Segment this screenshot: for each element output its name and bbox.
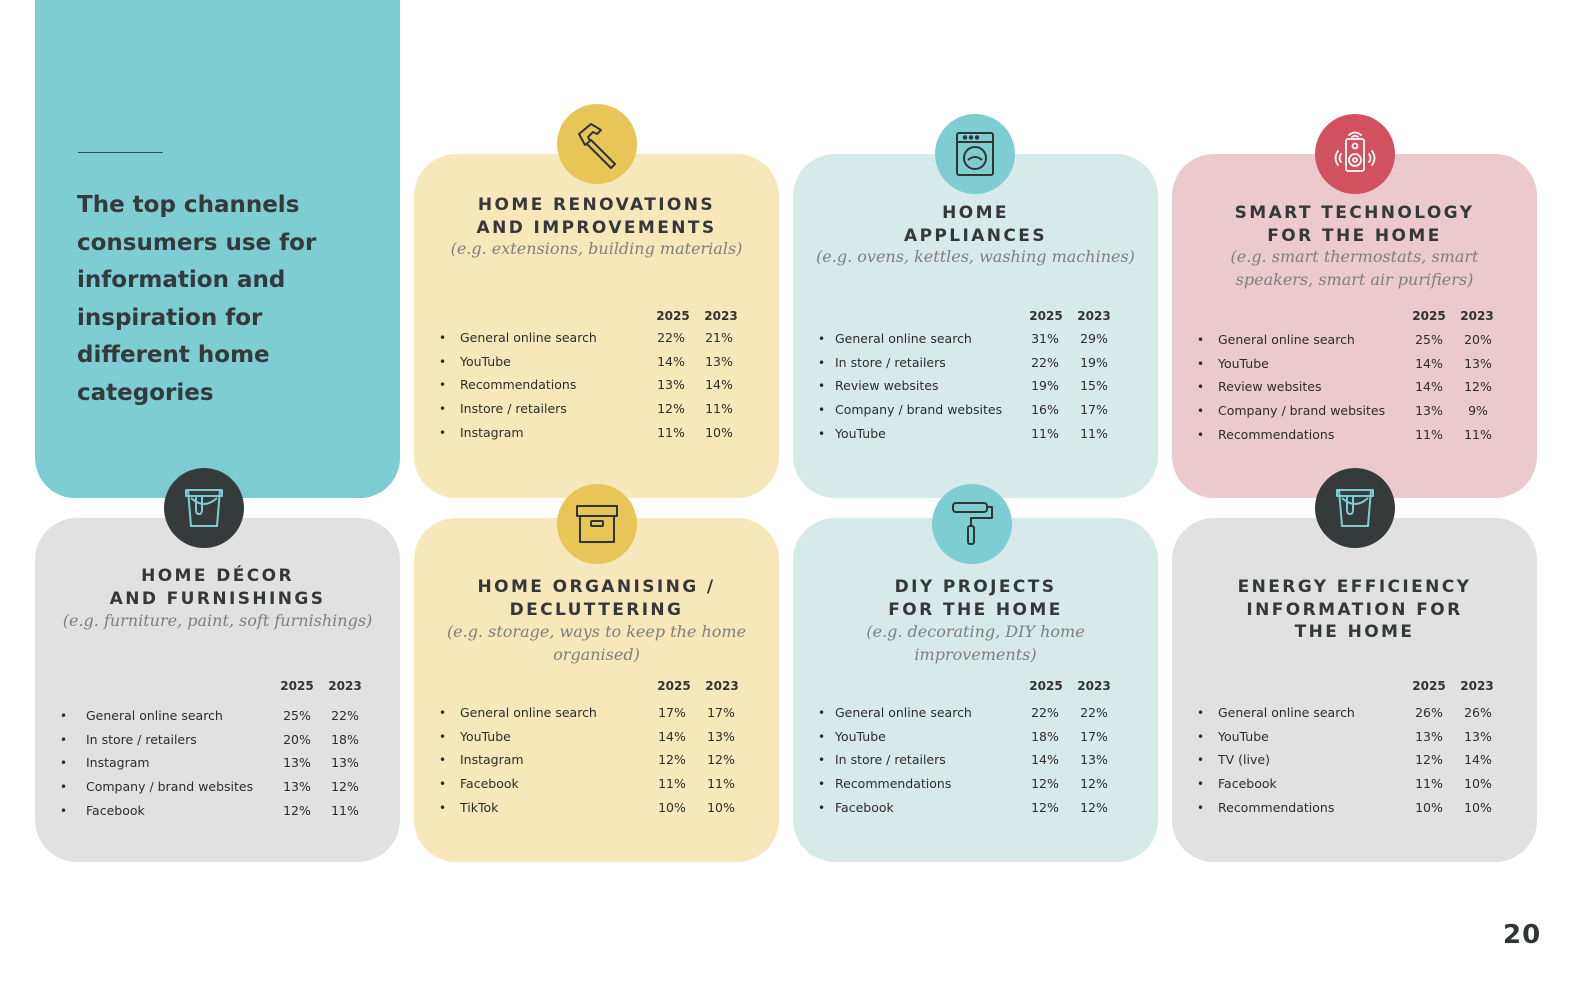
list-item: • General online search 17% 17% [439,705,735,720]
list-item: • YouTube 11% 11% [818,425,1108,441]
list-item: • Facebook 11% 11% [439,776,735,792]
paint-roller-icon [932,484,1012,564]
list-item: • Facebook 11% 10% [1197,776,1492,792]
year-2025-header: 2025 [656,309,690,323]
list-item: • Company / brand websites 16% 17% [818,402,1108,418]
year-2025-header: 2025 [280,679,314,693]
channel-list: • General online search 22% 21% • YouTube 14%… [414,328,779,446]
storage-box-icon [557,484,637,564]
year-2025-header: 2025 [1412,309,1446,323]
intro-heading: The top channels consumers use for infor… [77,192,317,406]
year-2025-header: 2025 [1029,309,1063,323]
list-item: • In store / retailers 14% 13% [818,752,1108,768]
channel-list: • General online search 25% 22% • In store /… [35,706,400,824]
year-2023-header: 2023 [1460,309,1494,323]
channel-list: • General online search 25% 20% • YouTube 14%… [1172,330,1537,448]
list-item: • Company / brand websites 13% 12% [60,779,359,795]
list-item: • Recommendations 11% 11% [1197,426,1492,442]
channel-list: • General online search 31% 29% • In store /… [793,329,1158,447]
list-item: • Instagram 12% 12% [439,752,735,768]
list-item: • YouTube 18% 17% [818,728,1108,744]
card-smart-technology: SMART TECHNOLOGY FOR THE HOME (e.g. smar… [1172,154,1537,498]
list-item: • YouTube 13% 13% [1197,728,1492,744]
card-energy-efficiency: ENERGY EFFICIENCY INFORMATION FOR THE HO… [1172,518,1537,862]
list-item: • Facebook 12% 11% [60,802,359,818]
list-item: • Review websites 19% 15% [818,378,1108,394]
list-item: • In store / retailers 20% 18% [60,731,359,747]
card-title: HOME RENOVATIONS AND IMPROVEMENTS [476,195,717,238]
list-item: • Instagram 11% 10% [439,424,733,440]
list-item: • Review websites 14% 12% [1197,379,1492,395]
year-2025-header: 2025 [1029,679,1063,693]
channel-list: • General online search 17% 17% • YouTube 14%… [414,703,779,821]
paint-bucket-icon [164,468,244,548]
smart-speaker-icon [1315,114,1395,194]
list-item: • YouTube 14% 13% [1197,355,1492,371]
list-item: • In store / retailers 22% 19% [818,354,1108,370]
card-home-decor: HOME DÉCOR AND FURNISHINGS (e.g. furnitu… [35,518,400,862]
list-item: • YouTube 14% 13% [439,353,733,369]
list-item: • General online search 22% 21% [439,330,733,345]
card-subtitle: (e.g. decorating, DIY home improvements) [866,622,1085,664]
card-title: HOME DÉCOR AND FURNISHINGS [109,566,326,609]
card-subtitle: (e.g. smart thermostats, smart speakers,… [1230,247,1479,289]
list-item: • Recommendations 13% 14% [439,377,733,393]
card-subtitle: (e.g. furniture, paint, soft furnishings… [62,611,373,630]
year-2025-header: 2025 [657,679,691,693]
list-item: • Instore / retailers 12% 11% [439,401,733,417]
channel-list: • General online search 22% 22% • YouTube 18%… [793,703,1158,821]
washing-machine-icon [935,114,1015,194]
year-2023-header: 2023 [705,679,739,693]
list-item: • Company / brand websites 13% 9% [1197,403,1488,419]
list-item: • General online search 26% 26% [1197,705,1492,720]
card-title: ENERGY EFFICIENCY INFORMATION FOR THE HO… [1237,577,1472,642]
list-item: • Instagram 13% 13% [60,755,359,771]
list-item: • TikTok 10% 10% [439,799,735,815]
card-subtitle: (e.g. storage, ways to keep the home org… [446,622,747,664]
card-subtitle: (e.g. ovens, kettles, washing machines) [816,247,1135,266]
list-item: • General online search 25% 22% [60,708,359,723]
list-item: • TV (live) 12% 14% [1197,752,1492,768]
year-2023-header: 2023 [1077,679,1111,693]
card-subtitle: (e.g. extensions, building materials) [450,239,743,258]
year-2023-header: 2023 [1460,679,1494,693]
intro-divider [78,152,163,153]
intro-panel: The top channels consumers use for infor… [35,0,400,498]
card-home-renovations: HOME RENOVATIONS AND IMPROVEMENTS (e.g. … [414,154,779,498]
year-2023-header: 2023 [328,679,362,693]
list-item: • Recommendations 12% 12% [818,776,1108,792]
card-diy-projects: DIY PROJECTS FOR THE HOME (e.g. decorati… [793,518,1158,862]
list-item: • YouTube 14% 13% [439,728,735,744]
card-home-appliances: HOME APPLIANCES (e.g. ovens, kettles, wa… [793,154,1158,498]
year-2023-header: 2023 [1077,309,1111,323]
card-title: SMART TECHNOLOGY FOR THE HOME [1234,203,1475,246]
list-item: • Recommendations 10% 10% [1197,799,1492,815]
page-number: 20 [1503,920,1542,950]
hammer-icon [557,104,637,184]
list-item: • General online search 31% 29% [818,331,1108,346]
card-title: HOME ORGANISING / DECLUTTERING [477,577,716,620]
paint-bucket-icon [1315,468,1395,548]
card-home-organising: HOME ORGANISING / DECLUTTERING (e.g. sto… [414,518,779,862]
list-item: • Facebook 12% 12% [818,799,1108,815]
list-item: • General online search 22% 22% [818,705,1108,720]
card-title: DIY PROJECTS FOR THE HOME [888,577,1063,620]
card-title: HOME APPLIANCES [904,203,1047,246]
year-2025-header: 2025 [1412,679,1446,693]
year-2023-header: 2023 [704,309,738,323]
list-item: • General online search 25% 20% [1197,332,1492,347]
channel-list: • General online search 26% 26% • YouTube 13%… [1172,703,1537,821]
